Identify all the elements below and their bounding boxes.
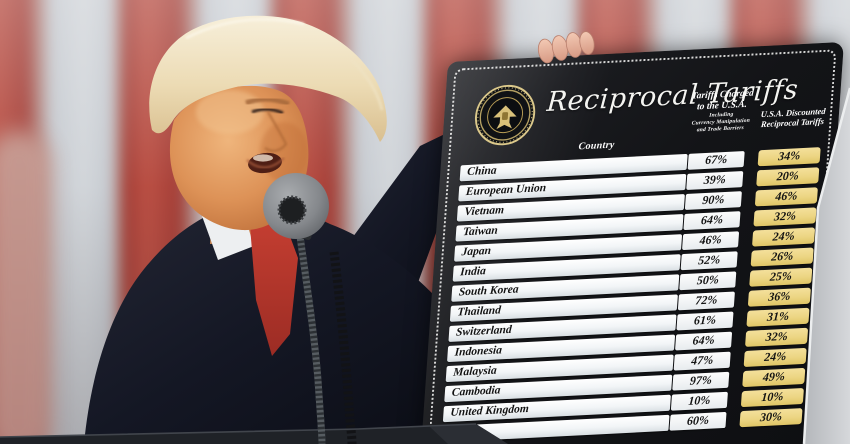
mic-capsule-ring xyxy=(277,195,307,225)
lip-line xyxy=(246,157,285,169)
mic-capsule xyxy=(279,197,305,223)
nose xyxy=(264,111,288,152)
speaker-figure xyxy=(84,15,478,444)
hair xyxy=(149,15,387,142)
hair-strand xyxy=(185,17,305,40)
tariff-board: Reciprocal Tariffs Country Tariffs Charg… xyxy=(420,41,844,444)
mic-cable xyxy=(329,251,357,444)
hair-strand xyxy=(348,56,384,111)
eye xyxy=(251,107,284,115)
presidential-seal-icon xyxy=(474,84,536,146)
tie xyxy=(250,220,298,356)
eyebrow xyxy=(245,96,290,107)
microphone xyxy=(263,173,357,444)
left-pink-band xyxy=(0,130,52,444)
teeth xyxy=(253,154,273,162)
mic-gooseneck-segments xyxy=(296,235,326,444)
